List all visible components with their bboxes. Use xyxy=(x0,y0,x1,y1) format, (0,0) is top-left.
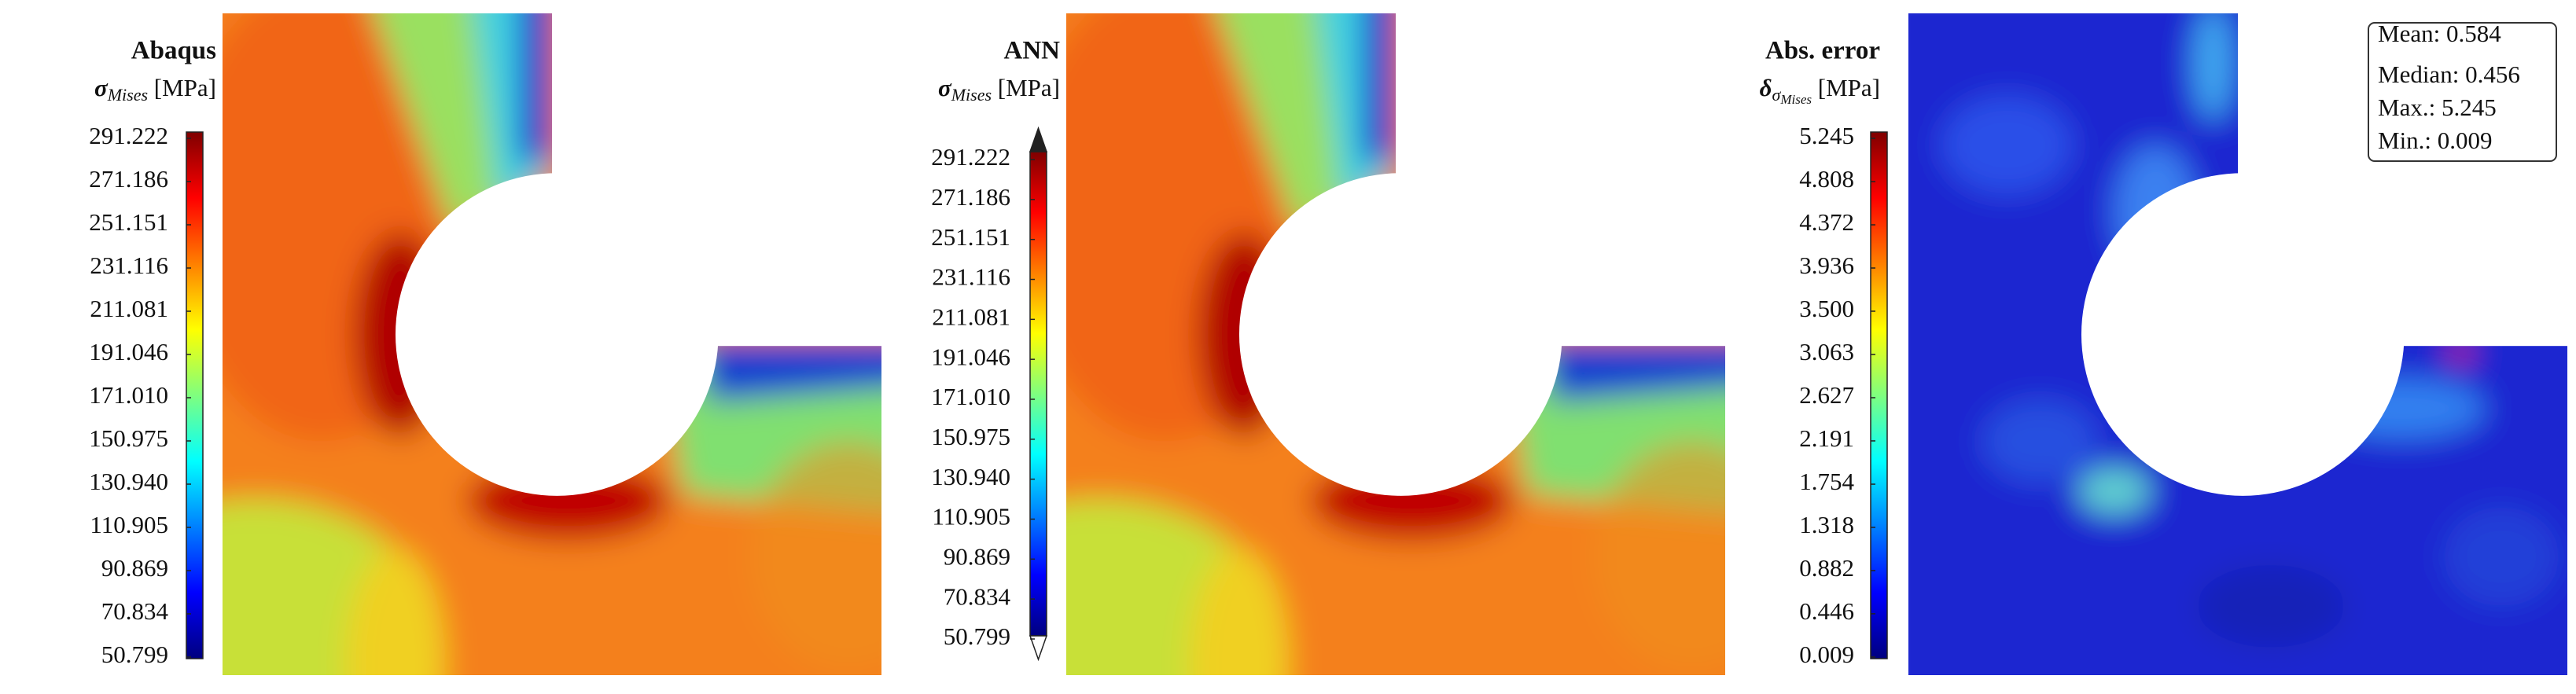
colorbar-tick-label: 211.081 xyxy=(90,295,168,322)
colorbar-tick-label: 3.063 xyxy=(1799,338,1854,365)
stat-value: 5.245 xyxy=(2442,94,2497,121)
colorbar-tick-label: 171.010 xyxy=(89,381,168,409)
colorbar-tick-label: 3.936 xyxy=(1799,252,1854,279)
colorbar-tick-label: 291.222 xyxy=(931,143,1010,171)
colorbar-tick-label: 0.009 xyxy=(1799,641,1854,668)
colorbar-tick-label: 4.372 xyxy=(1799,208,1854,236)
colorbar-tick-label: 150.975 xyxy=(931,423,1010,450)
stat-label: Max.: xyxy=(2378,94,2435,121)
symbol: σ xyxy=(938,74,952,101)
colorbar-tick-label: 191.046 xyxy=(931,343,1010,370)
colorbar-tick-label: 271.186 xyxy=(931,183,1010,211)
colorbar-tick-label: 110.905 xyxy=(932,503,1010,531)
colorbar xyxy=(186,131,204,659)
colorbar-label: σMises [MPa] xyxy=(938,74,1060,105)
subscript: Mises xyxy=(951,85,992,105)
colorbar-tick-label: 130.940 xyxy=(931,463,1010,490)
stat-value: 0.009 xyxy=(2438,127,2493,154)
unit: [MPa] xyxy=(998,74,1060,101)
colorbar-tick-label: 231.116 xyxy=(90,252,168,279)
subscript: Mises xyxy=(107,85,148,105)
space xyxy=(1812,74,1818,101)
unit: [MPa] xyxy=(1818,74,1880,101)
colorbar xyxy=(1029,151,1047,637)
symbol: δ xyxy=(1760,74,1772,101)
colorbar-tick-label: 0.882 xyxy=(1799,554,1854,582)
stat-label: Min.: xyxy=(2378,127,2431,154)
colorbar-tick-label: 3.500 xyxy=(1799,295,1854,322)
colorbar-extend-max xyxy=(1029,126,1048,152)
stats-box xyxy=(2368,22,2557,162)
subscript: σ xyxy=(1772,85,1782,105)
stat-line: Min.: 0.009 xyxy=(2378,127,2493,154)
colorbar-tick-label: 251.151 xyxy=(89,208,168,236)
symbol: σ xyxy=(94,74,109,101)
space xyxy=(148,74,154,101)
colorbar-tick-label: 2.191 xyxy=(1799,424,1854,452)
stat-value: 0.456 xyxy=(2465,61,2520,88)
unit: [MPa] xyxy=(154,74,216,101)
stat-label: Median: xyxy=(2378,61,2459,88)
colorbar-tick-label: 70.834 xyxy=(944,582,1011,610)
colorbar-tick-label: 130.940 xyxy=(89,468,168,495)
colorbar-tick-label: 251.151 xyxy=(931,223,1010,251)
colorbar-tick-label: 191.046 xyxy=(89,338,168,365)
colorbar-tick-label: 0.446 xyxy=(1799,597,1854,625)
colorbar-tick-label: 2.627 xyxy=(1799,381,1854,409)
colorbar-tick-label: 291.222 xyxy=(89,122,168,149)
colorbar-tick-label: 90.869 xyxy=(101,554,168,582)
colorbar-tick-label: 171.010 xyxy=(931,383,1010,410)
stat-label: Mean: xyxy=(2378,20,2440,47)
subsubscript: Mises xyxy=(1779,92,1812,107)
colorbar-label: δσMises [MPa] xyxy=(1760,74,1880,107)
colorbar-tick-label: 231.116 xyxy=(932,263,1010,291)
space xyxy=(2435,94,2442,121)
colorbar xyxy=(1870,131,1888,659)
colorbar-tick-label: 5.245 xyxy=(1799,122,1854,149)
colorbar-tick-label: 211.081 xyxy=(932,303,1010,330)
colorbar-tick-label: 70.834 xyxy=(101,597,169,625)
space xyxy=(2459,61,2465,88)
space xyxy=(2440,20,2446,47)
stat-value: 0.584 xyxy=(2446,20,2501,47)
colorbar-label: σMises [MPa] xyxy=(94,74,216,105)
panel-title: Abs. error xyxy=(1765,37,1880,65)
stat-line: Mean: 0.584 xyxy=(2378,20,2501,47)
colorbar-tick-label: 1.754 xyxy=(1799,468,1854,495)
colorbar-tick-label: 90.869 xyxy=(944,542,1010,570)
colorbar-extend-min xyxy=(1029,635,1048,662)
space xyxy=(2431,127,2438,154)
colorbar-tick-label: 150.975 xyxy=(89,424,168,452)
space xyxy=(992,74,998,101)
colorbar-tick-label: 4.808 xyxy=(1799,165,1854,193)
panel-title: Abaqus xyxy=(131,37,216,65)
colorbar-tick-label: 50.799 xyxy=(101,641,168,668)
panel-title: ANN xyxy=(1004,37,1061,65)
colorbar-tick-label: 271.186 xyxy=(89,165,168,193)
colorbar-tick-label: 110.905 xyxy=(90,511,168,538)
stat-line: Median: 0.456 xyxy=(2378,61,2520,88)
stat-line: Max.: 5.245 xyxy=(2378,94,2497,121)
colorbar-tick-label: 1.318 xyxy=(1799,511,1854,538)
colorbar-tick-label: 50.799 xyxy=(944,622,1010,650)
